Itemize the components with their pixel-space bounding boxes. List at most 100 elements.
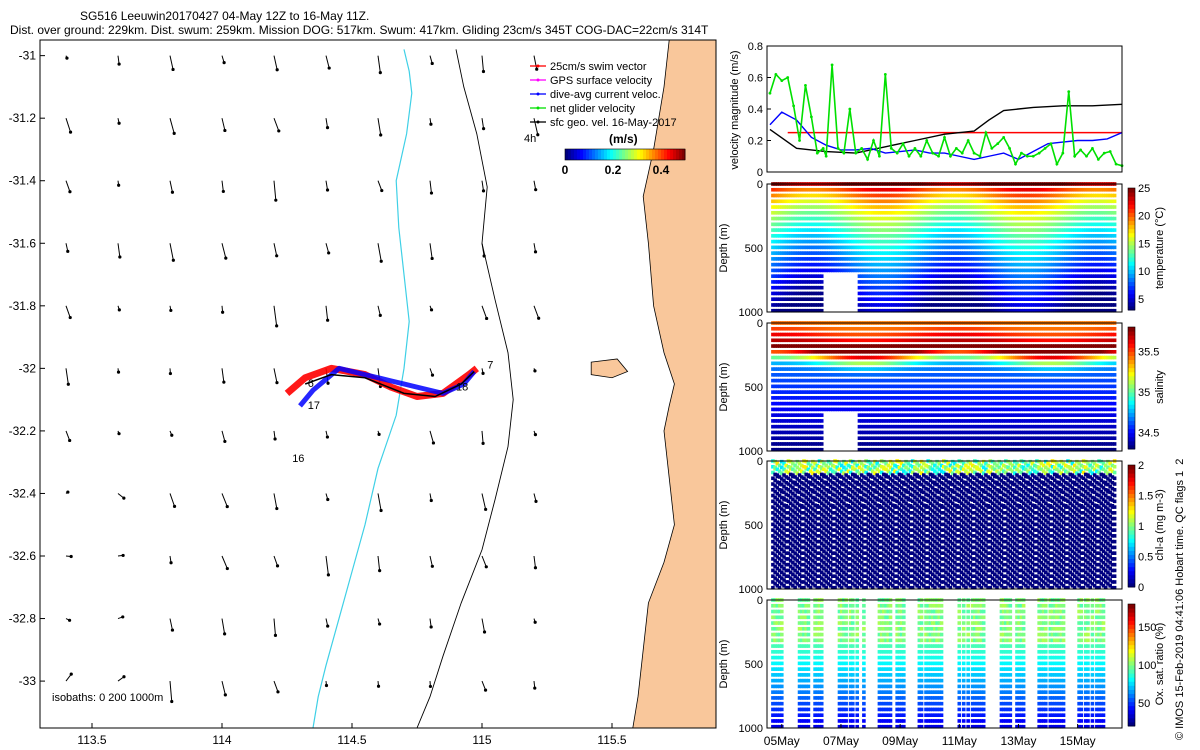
vector-arrow <box>377 243 382 262</box>
heatmap-cell <box>1112 234 1117 238</box>
vector-arrow <box>66 742 68 744</box>
heatmap-colorbar-cell <box>1128 192 1135 197</box>
map-colorbar-cell <box>652 149 656 160</box>
vector-arrow <box>325 305 329 321</box>
heatmap-colorbar-cell <box>1128 273 1135 278</box>
heatmap-cell <box>773 308 777 313</box>
heatmap-cell <box>775 251 780 255</box>
map-y-tick-label: -32.4 <box>9 486 37 500</box>
heatmap-cell <box>797 193 802 198</box>
heatmap-cell <box>786 234 791 238</box>
heatmap-cell <box>804 291 808 296</box>
vector-arrow <box>221 180 224 192</box>
heatmap-cell <box>775 262 780 267</box>
heatmap-cell <box>786 285 791 290</box>
heatmap-cell <box>795 205 800 209</box>
heatmap-cell <box>819 413 824 417</box>
velocity-point <box>854 151 858 155</box>
heatmap-cell <box>773 216 777 221</box>
vector-arrow-head <box>429 191 434 195</box>
vector-arrow <box>65 430 71 441</box>
heatmap-cell <box>804 239 808 244</box>
vector-arrow <box>481 243 485 257</box>
map-colorbar-tick: 0.2 <box>605 163 622 177</box>
heatmap-panel <box>771 321 1117 452</box>
heatmap-cell <box>819 430 824 435</box>
vector-arrow-head <box>117 62 121 66</box>
heatmap-cell <box>1112 297 1117 301</box>
map-colorbar-cell <box>658 149 662 160</box>
heatmap-cell <box>775 268 780 273</box>
heatmap-cell <box>799 193 804 198</box>
vector-arrow-head <box>68 438 72 443</box>
heatmap-cell <box>782 211 786 215</box>
heatmap-cell <box>775 222 780 227</box>
vector-arrow <box>169 243 174 261</box>
island-polygon <box>590 358 629 379</box>
vector-arrow-head <box>277 129 281 133</box>
map-colorbar-tick: 0.4 <box>653 163 670 177</box>
heatmap-cell <box>799 285 804 290</box>
vector-arrow-head <box>121 553 125 558</box>
land-polygon <box>632 40 716 728</box>
heatmap-cell <box>773 211 777 215</box>
heatmap-cell <box>779 291 784 296</box>
vector-arrow-head <box>66 490 70 494</box>
heatmap-cell <box>797 251 802 255</box>
vector-arrow <box>429 430 434 444</box>
velocity-point <box>1067 90 1071 94</box>
vector-arrow-head <box>168 371 173 376</box>
heatmap-cell <box>799 308 804 313</box>
vector-arrow <box>378 744 382 750</box>
heatmap-cell <box>795 234 800 238</box>
heatmap-colorbar-cell <box>1128 253 1135 258</box>
heatmap-cell <box>797 297 802 301</box>
heatmap-cell <box>819 419 824 423</box>
heatmap-cell <box>784 222 789 227</box>
vector-arrow-head <box>376 684 381 688</box>
map-colorbar-cell <box>577 149 581 160</box>
velocity-point <box>913 146 917 150</box>
vector-arrow-head <box>171 67 175 72</box>
vector-arrow-head <box>275 564 280 568</box>
heatmap-colorbar-cell <box>1128 249 1135 254</box>
map-y-tick-label: -33 <box>19 674 37 688</box>
vector-arrow-head <box>273 633 278 637</box>
vector-arrow-head <box>484 565 488 569</box>
heatmap-cell <box>771 193 775 198</box>
vector-arrow-head <box>378 313 382 317</box>
heatmap-cell <box>779 193 784 198</box>
heatmap-cell <box>799 297 804 301</box>
map-colorbar-cell <box>634 149 638 160</box>
velocity-point <box>990 146 994 150</box>
heatmap-cell <box>786 205 791 209</box>
heatmap-cell <box>775 297 780 301</box>
heatmap-colorbar-cell <box>1128 257 1135 262</box>
vector-arrow <box>65 180 71 192</box>
heatmap-cell <box>782 187 786 192</box>
heatmap-cell <box>819 291 824 296</box>
vector-arrow <box>533 55 538 70</box>
heatmap-cell <box>819 274 824 278</box>
heatmap-cell <box>795 262 800 267</box>
heatmap-cell <box>1112 274 1117 278</box>
vector-arrow-head <box>377 432 381 436</box>
heatmap-cell <box>797 205 802 209</box>
vector-arrow-head <box>122 496 126 500</box>
vector-arrow <box>481 493 487 510</box>
vector-arrow <box>221 243 227 259</box>
velocity-point <box>1108 150 1112 153</box>
isobaths-label: isobaths: 0 200 1000m <box>52 692 163 704</box>
heatmap-cell <box>777 251 782 255</box>
legend-extra: 4h <box>524 133 536 145</box>
heatmap-cell <box>799 234 804 238</box>
vector-arrow-head <box>67 618 72 622</box>
vector-arrow-head <box>326 497 330 502</box>
heatmap-cell <box>784 274 789 278</box>
heatmap-cell <box>791 205 795 209</box>
heatmap-colorbar-cell <box>1128 301 1135 307</box>
heatmap-cell <box>775 245 780 250</box>
heatmap-cell <box>782 257 786 261</box>
vector-arrow-head <box>429 122 433 126</box>
heatmap-cell <box>799 291 804 296</box>
